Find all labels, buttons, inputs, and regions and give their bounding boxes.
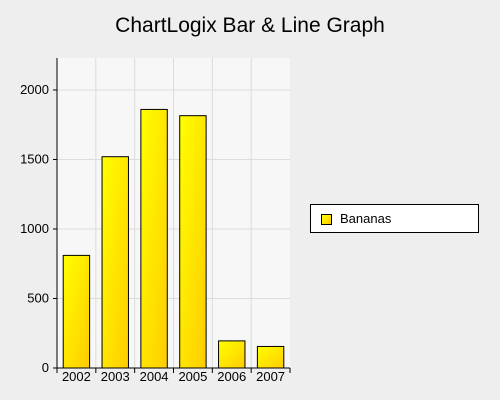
bar-2006 xyxy=(218,340,246,369)
bar-2007 xyxy=(256,345,285,369)
y-tick-label-1: 500 xyxy=(27,290,49,305)
x-tick-label-2003: 2003 xyxy=(101,369,130,384)
bar-2004 xyxy=(140,108,168,369)
bar-2005 xyxy=(179,115,207,369)
x-tick-label-2006: 2006 xyxy=(217,369,246,384)
tick-labels: 0 500 1000 1500 2000 2002 2003 2004 2005 2006 2007 xyxy=(20,82,285,384)
x-tick-label-2007: 2007 xyxy=(256,369,285,384)
bars xyxy=(62,108,285,369)
bar-2003 xyxy=(101,156,129,369)
x-tick-label-2005: 2005 xyxy=(178,369,207,384)
x-tick-label-2002: 2002 xyxy=(62,369,91,384)
legend-label-bananas: Bananas xyxy=(340,211,392,226)
legend-swatch-bananas xyxy=(321,214,332,225)
axes xyxy=(53,58,291,373)
chart-title: ChartLogix Bar & Line Graph xyxy=(115,14,385,37)
y-tick-label-2: 1000 xyxy=(20,221,49,236)
y-tick-label-3: 1500 xyxy=(20,151,49,166)
y-tick-label-0: 0 xyxy=(42,360,49,375)
x-tick-label-2004: 2004 xyxy=(140,369,169,384)
bar-2002 xyxy=(62,254,91,369)
legend: Bananas xyxy=(310,204,479,233)
y-tick-label-4: 2000 xyxy=(20,82,49,97)
grid-lines xyxy=(57,58,290,368)
